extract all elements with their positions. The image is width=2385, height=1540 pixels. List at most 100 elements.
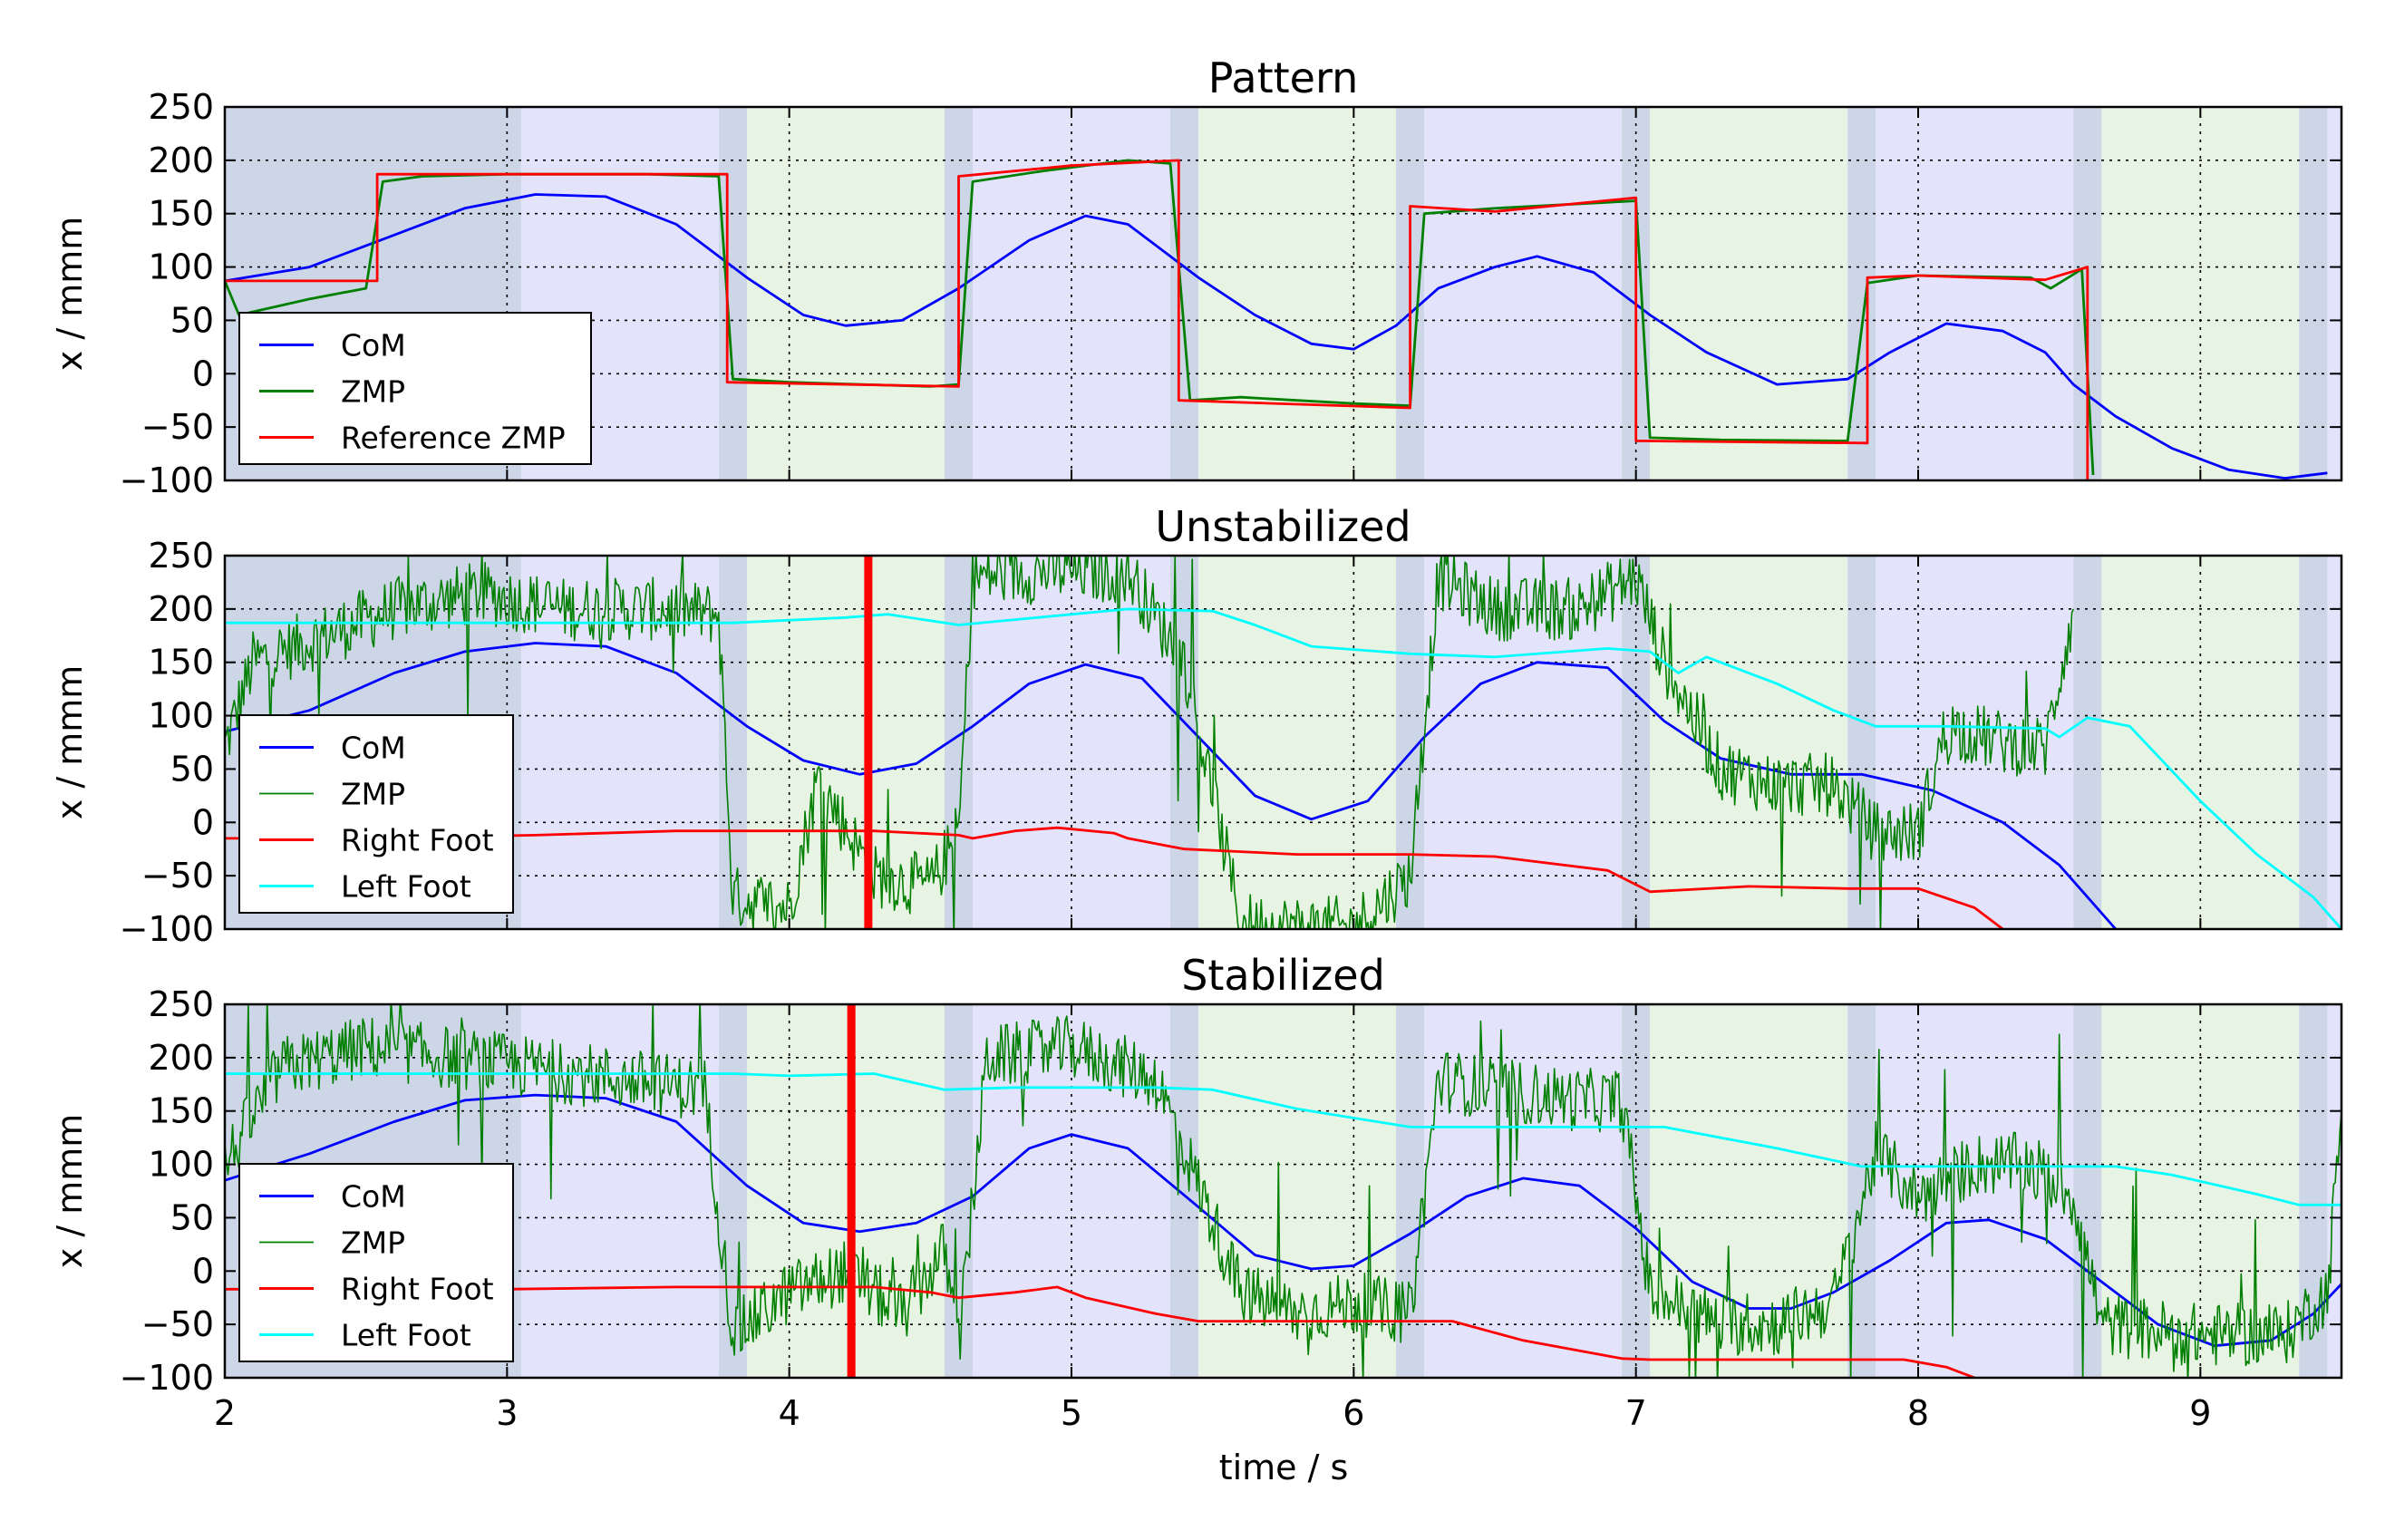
y-tick-label: −50 [141, 856, 214, 896]
panel-1: 250 200 150 100 50 0 −50 −100 Unstabilized x / mm… [50, 502, 2343, 949]
plot-frame [223, 1002, 2343, 1380]
phase-span-17 [2327, 1004, 2341, 1378]
y-axis-label: x / mmm [50, 665, 90, 820]
x-tick-label: 7 [1625, 1393, 1647, 1433]
series-line-zmp [225, 159, 2095, 476]
phase-span-7 [1198, 1004, 1397, 1378]
series-line-reference-zmp [225, 159, 2089, 480]
phase-span-16 [2299, 107, 2328, 480]
y-tick-label: −50 [141, 407, 214, 447]
x-tick-label: 8 [1907, 1393, 1929, 1433]
legend-label: Right Foot [341, 823, 494, 858]
y-tick-label: 50 [170, 1197, 214, 1237]
phase-span-6 [1169, 1004, 1199, 1378]
series-line-right-foot [225, 1285, 1975, 1378]
y-tick-label: 50 [170, 749, 214, 789]
ticks [224, 106, 2341, 481]
legend-label: ZMP [341, 374, 405, 410]
legend: CoM ZMP Right Foot Left Foot [238, 1163, 514, 1362]
phase-span-1 [520, 556, 719, 929]
legend-label: Left Foot [341, 1318, 471, 1353]
phase-span-3 [746, 556, 945, 929]
legend-label: CoM [341, 731, 406, 766]
panel-2: 250 200 150 100 50 0 −50 −100 Stabilized x / mmm C… [50, 951, 2343, 1433]
y-tick-label: 0 [192, 354, 214, 393]
x-tick-label: 5 [1061, 1393, 1082, 1433]
ticks [224, 555, 2341, 930]
panel-0: 250 200 150 100 50 0 −50 −100 Pattern x / mmm CoM Z… [50, 53, 2343, 500]
phase-span-17 [2327, 556, 2341, 929]
phase-span-2 [718, 1004, 747, 1378]
y-tick-label: 0 [192, 802, 214, 842]
series-group [225, 1004, 2341, 1378]
y-tick-label: 200 [148, 589, 214, 629]
x-tick-label: 3 [496, 1393, 518, 1433]
phase-span-4 [944, 1004, 974, 1378]
panel-title: Unstabilized [1155, 502, 1411, 551]
y-axis-label: x / mmm [50, 1114, 90, 1269]
phase-span-6 [1169, 556, 1199, 929]
legend-label: CoM [341, 328, 406, 363]
series-line-left-foot [225, 607, 2341, 929]
phase-span-2 [718, 556, 747, 929]
x-tick-label: 6 [1343, 1393, 1364, 1433]
series-line-zmp [225, 556, 2074, 929]
phase-span-16 [2299, 556, 2328, 929]
y-tick-label: 250 [148, 536, 214, 576]
y-tick-label: 250 [148, 87, 214, 127]
series-line-com [225, 193, 2328, 479]
phase-span-5 [973, 556, 1170, 929]
y-tick-label: 200 [148, 1038, 214, 1078]
y-tick-label: 150 [148, 1091, 214, 1131]
phase-span-7 [1198, 107, 1397, 480]
y-tick-label: 0 [192, 1251, 214, 1291]
phase-span-2 [718, 107, 747, 480]
legend-label: Reference ZMP [341, 421, 566, 456]
series-line-right-foot [225, 826, 2004, 929]
phase-span-9 [1424, 107, 1623, 480]
phase-span-3 [746, 107, 945, 480]
plot-frame [223, 554, 2343, 931]
y-tick-label: −100 [120, 909, 214, 949]
series-line-left-foot [225, 1072, 2341, 1206]
legend: CoM ZMP Right Foot Left Foot [238, 714, 514, 914]
y-tick-label: 100 [148, 696, 214, 736]
series-group [225, 159, 2328, 480]
panel-title: Pattern [1208, 53, 1359, 102]
series-line-com [225, 642, 2117, 929]
y-tick-label: 150 [148, 194, 214, 234]
phase-span-7 [1198, 556, 1397, 929]
y-tick-label: 150 [148, 643, 214, 683]
phase-span-17 [2327, 107, 2341, 480]
phase-span-12 [1847, 556, 1876, 929]
phase-span-9 [1424, 556, 1623, 929]
x-tick-label: 2 [214, 1393, 236, 1433]
legend-box [238, 312, 592, 465]
phase-span-14 [2073, 556, 2102, 929]
y-tick-label: 100 [148, 1145, 214, 1185]
y-tick-label: −50 [141, 1304, 214, 1344]
series-group [225, 556, 2341, 929]
grid [225, 556, 2341, 929]
phase-span-11 [1650, 107, 1848, 480]
legend-label: Right Foot [341, 1272, 494, 1307]
phase-span-15 [2101, 556, 2300, 929]
legend-label: Left Foot [341, 869, 471, 905]
plot-frame [223, 105, 2343, 482]
legend-label: ZMP [341, 1225, 405, 1261]
legend-label: CoM [341, 1179, 406, 1215]
phase-span-11 [1650, 556, 1848, 929]
x-tick-label: 9 [2189, 1393, 2211, 1433]
y-tick-label: −100 [120, 1358, 214, 1398]
y-axis-label: x / mmm [50, 217, 90, 372]
panel-title: Stabilized [1181, 951, 1385, 1000]
y-tick-label: 250 [148, 984, 214, 1024]
phase-span-13 [1876, 107, 2074, 480]
y-tick-label: 100 [148, 247, 214, 287]
y-tick-label: −100 [120, 460, 214, 500]
y-tick-label: 200 [148, 140, 214, 180]
x-axis-label: time / s [1219, 1448, 1349, 1487]
ticks [224, 1003, 2341, 1379]
